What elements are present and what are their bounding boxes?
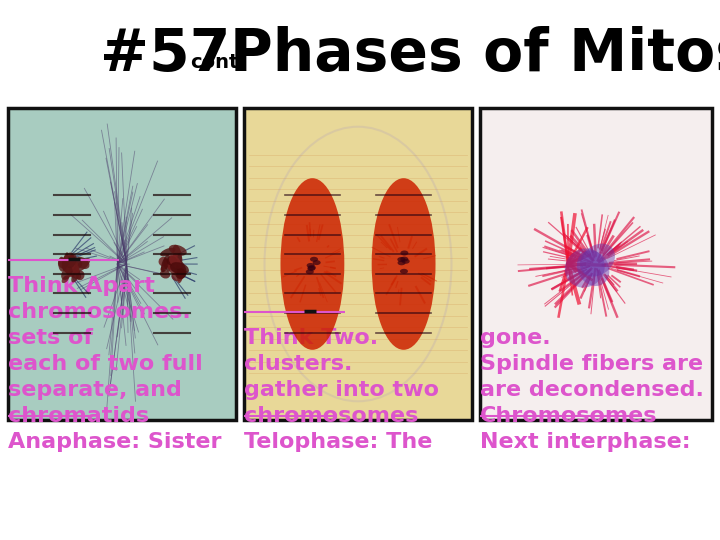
Ellipse shape (173, 245, 182, 264)
Text: Anaphase: Sister: Anaphase: Sister (8, 432, 222, 452)
Ellipse shape (170, 262, 189, 275)
Ellipse shape (397, 257, 405, 262)
Text: chromatids: chromatids (8, 406, 149, 426)
Ellipse shape (68, 260, 79, 273)
Ellipse shape (400, 269, 408, 274)
Ellipse shape (174, 254, 182, 266)
Ellipse shape (58, 258, 69, 268)
Text: separate, and: separate, and (8, 380, 182, 400)
Ellipse shape (580, 244, 615, 276)
Ellipse shape (170, 264, 179, 269)
Ellipse shape (76, 271, 84, 280)
Text: Think Apart: Think Apart (8, 276, 155, 296)
Bar (244, 108, 472, 420)
Ellipse shape (160, 248, 176, 256)
Ellipse shape (166, 256, 177, 266)
Ellipse shape (76, 257, 89, 269)
Bar (8, 108, 236, 420)
Ellipse shape (75, 258, 90, 272)
Ellipse shape (68, 254, 76, 265)
Ellipse shape (577, 251, 609, 286)
Ellipse shape (69, 268, 81, 279)
Text: #57: #57 (100, 26, 230, 84)
Ellipse shape (161, 260, 171, 271)
Ellipse shape (564, 248, 605, 288)
Text: Phases of Mitosis: Phases of Mitosis (230, 26, 720, 84)
Ellipse shape (163, 259, 171, 272)
Ellipse shape (70, 259, 79, 274)
Ellipse shape (158, 257, 168, 266)
Text: Next interphase:: Next interphase: (480, 432, 690, 452)
Ellipse shape (66, 254, 77, 268)
Ellipse shape (397, 260, 405, 265)
Text: each of two full: each of two full (8, 354, 203, 374)
Ellipse shape (169, 245, 186, 256)
Ellipse shape (308, 265, 316, 270)
Text: sets of: sets of (8, 328, 93, 348)
Ellipse shape (175, 268, 186, 279)
Text: chromosomes: chromosomes (244, 406, 418, 426)
Text: Telophase: The: Telophase: The (244, 432, 433, 452)
Ellipse shape (64, 259, 76, 277)
Ellipse shape (171, 272, 183, 281)
Text: clusters.: clusters. (244, 354, 352, 374)
Ellipse shape (71, 269, 80, 282)
Text: Think Two.: Think Two. (244, 328, 378, 348)
Ellipse shape (372, 178, 436, 350)
Text: cont.: cont. (190, 53, 246, 72)
Ellipse shape (61, 267, 73, 280)
Text: gone.: gone. (480, 328, 551, 348)
Ellipse shape (168, 253, 176, 271)
Ellipse shape (58, 256, 66, 272)
Ellipse shape (168, 261, 177, 275)
Text: Spindle fibers are: Spindle fibers are (480, 354, 703, 374)
Ellipse shape (69, 258, 82, 269)
Ellipse shape (62, 275, 69, 283)
Ellipse shape (62, 259, 73, 273)
Ellipse shape (63, 258, 76, 273)
Text: are decondensed.: are decondensed. (480, 380, 704, 400)
Ellipse shape (177, 265, 184, 283)
Ellipse shape (63, 253, 74, 267)
Ellipse shape (69, 261, 76, 272)
Text: chromosomes.: chromosomes. (8, 302, 191, 322)
Text: gather into two: gather into two (244, 380, 439, 400)
Ellipse shape (400, 251, 408, 255)
Text: Chromosomes: Chromosomes (480, 406, 657, 426)
Ellipse shape (161, 254, 170, 272)
Ellipse shape (307, 266, 315, 271)
Ellipse shape (174, 260, 186, 279)
Ellipse shape (307, 263, 315, 268)
Bar (480, 108, 712, 420)
Ellipse shape (402, 259, 410, 264)
Ellipse shape (169, 255, 181, 269)
Ellipse shape (312, 260, 320, 265)
Ellipse shape (168, 253, 178, 269)
Ellipse shape (310, 256, 318, 262)
Ellipse shape (281, 178, 344, 350)
Ellipse shape (63, 252, 68, 271)
Ellipse shape (160, 270, 170, 279)
Ellipse shape (400, 256, 408, 261)
Ellipse shape (306, 269, 314, 274)
